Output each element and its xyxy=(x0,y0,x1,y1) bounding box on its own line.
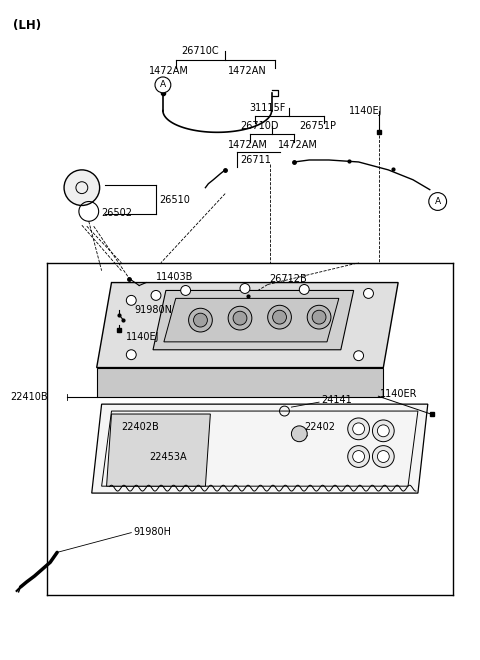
Text: 24141: 24141 xyxy=(321,395,352,405)
Polygon shape xyxy=(96,368,384,397)
Text: A: A xyxy=(160,81,166,89)
Circle shape xyxy=(228,306,252,330)
Text: 26751P: 26751P xyxy=(300,121,336,131)
Circle shape xyxy=(348,418,370,440)
Circle shape xyxy=(273,310,287,324)
Text: 26710C: 26710C xyxy=(181,46,219,56)
Text: 26711: 26711 xyxy=(240,155,271,165)
Circle shape xyxy=(64,170,100,205)
Circle shape xyxy=(291,426,307,442)
Circle shape xyxy=(126,296,136,306)
Text: 1140ER: 1140ER xyxy=(380,389,418,399)
Polygon shape xyxy=(153,290,354,350)
Circle shape xyxy=(377,451,389,463)
Text: 26510: 26510 xyxy=(159,195,190,205)
Polygon shape xyxy=(107,414,210,486)
Text: A: A xyxy=(434,197,441,206)
Text: 91980N: 91980N xyxy=(134,305,172,315)
Circle shape xyxy=(240,284,250,294)
Circle shape xyxy=(312,310,326,324)
Text: 22410B: 22410B xyxy=(11,392,48,402)
Polygon shape xyxy=(96,282,398,368)
Circle shape xyxy=(353,451,364,463)
Circle shape xyxy=(300,284,309,294)
Circle shape xyxy=(307,306,331,329)
Circle shape xyxy=(353,423,364,435)
Text: 1472AM: 1472AM xyxy=(149,66,189,76)
Circle shape xyxy=(233,312,247,325)
Text: 1472AM: 1472AM xyxy=(277,140,317,150)
Text: 1472AN: 1472AN xyxy=(228,66,267,76)
Circle shape xyxy=(372,446,394,467)
Text: 1140EJ: 1140EJ xyxy=(126,332,160,342)
Text: 26710D: 26710D xyxy=(240,121,278,131)
Circle shape xyxy=(377,425,389,437)
Circle shape xyxy=(268,306,291,329)
Circle shape xyxy=(189,308,212,332)
Text: 1140EJ: 1140EJ xyxy=(349,106,382,116)
Circle shape xyxy=(151,290,161,300)
Circle shape xyxy=(193,314,207,327)
Text: 22402B: 22402B xyxy=(121,422,159,432)
Circle shape xyxy=(363,288,373,298)
Circle shape xyxy=(155,77,171,93)
Text: (LH): (LH) xyxy=(12,19,41,32)
Circle shape xyxy=(348,446,370,467)
Circle shape xyxy=(372,420,394,442)
Text: 26502: 26502 xyxy=(102,209,132,218)
Text: 31115F: 31115F xyxy=(250,102,286,113)
Text: 26712B: 26712B xyxy=(270,274,307,284)
Polygon shape xyxy=(92,404,428,493)
Text: 22453A: 22453A xyxy=(149,451,187,461)
Circle shape xyxy=(180,286,191,296)
Text: 1472AM: 1472AM xyxy=(228,140,268,150)
Polygon shape xyxy=(164,298,339,342)
Circle shape xyxy=(354,350,363,360)
Text: 22402: 22402 xyxy=(304,422,335,432)
Circle shape xyxy=(126,350,136,360)
Text: 11403B: 11403B xyxy=(156,272,193,282)
Text: 91980H: 91980H xyxy=(133,527,171,537)
Circle shape xyxy=(429,193,446,211)
